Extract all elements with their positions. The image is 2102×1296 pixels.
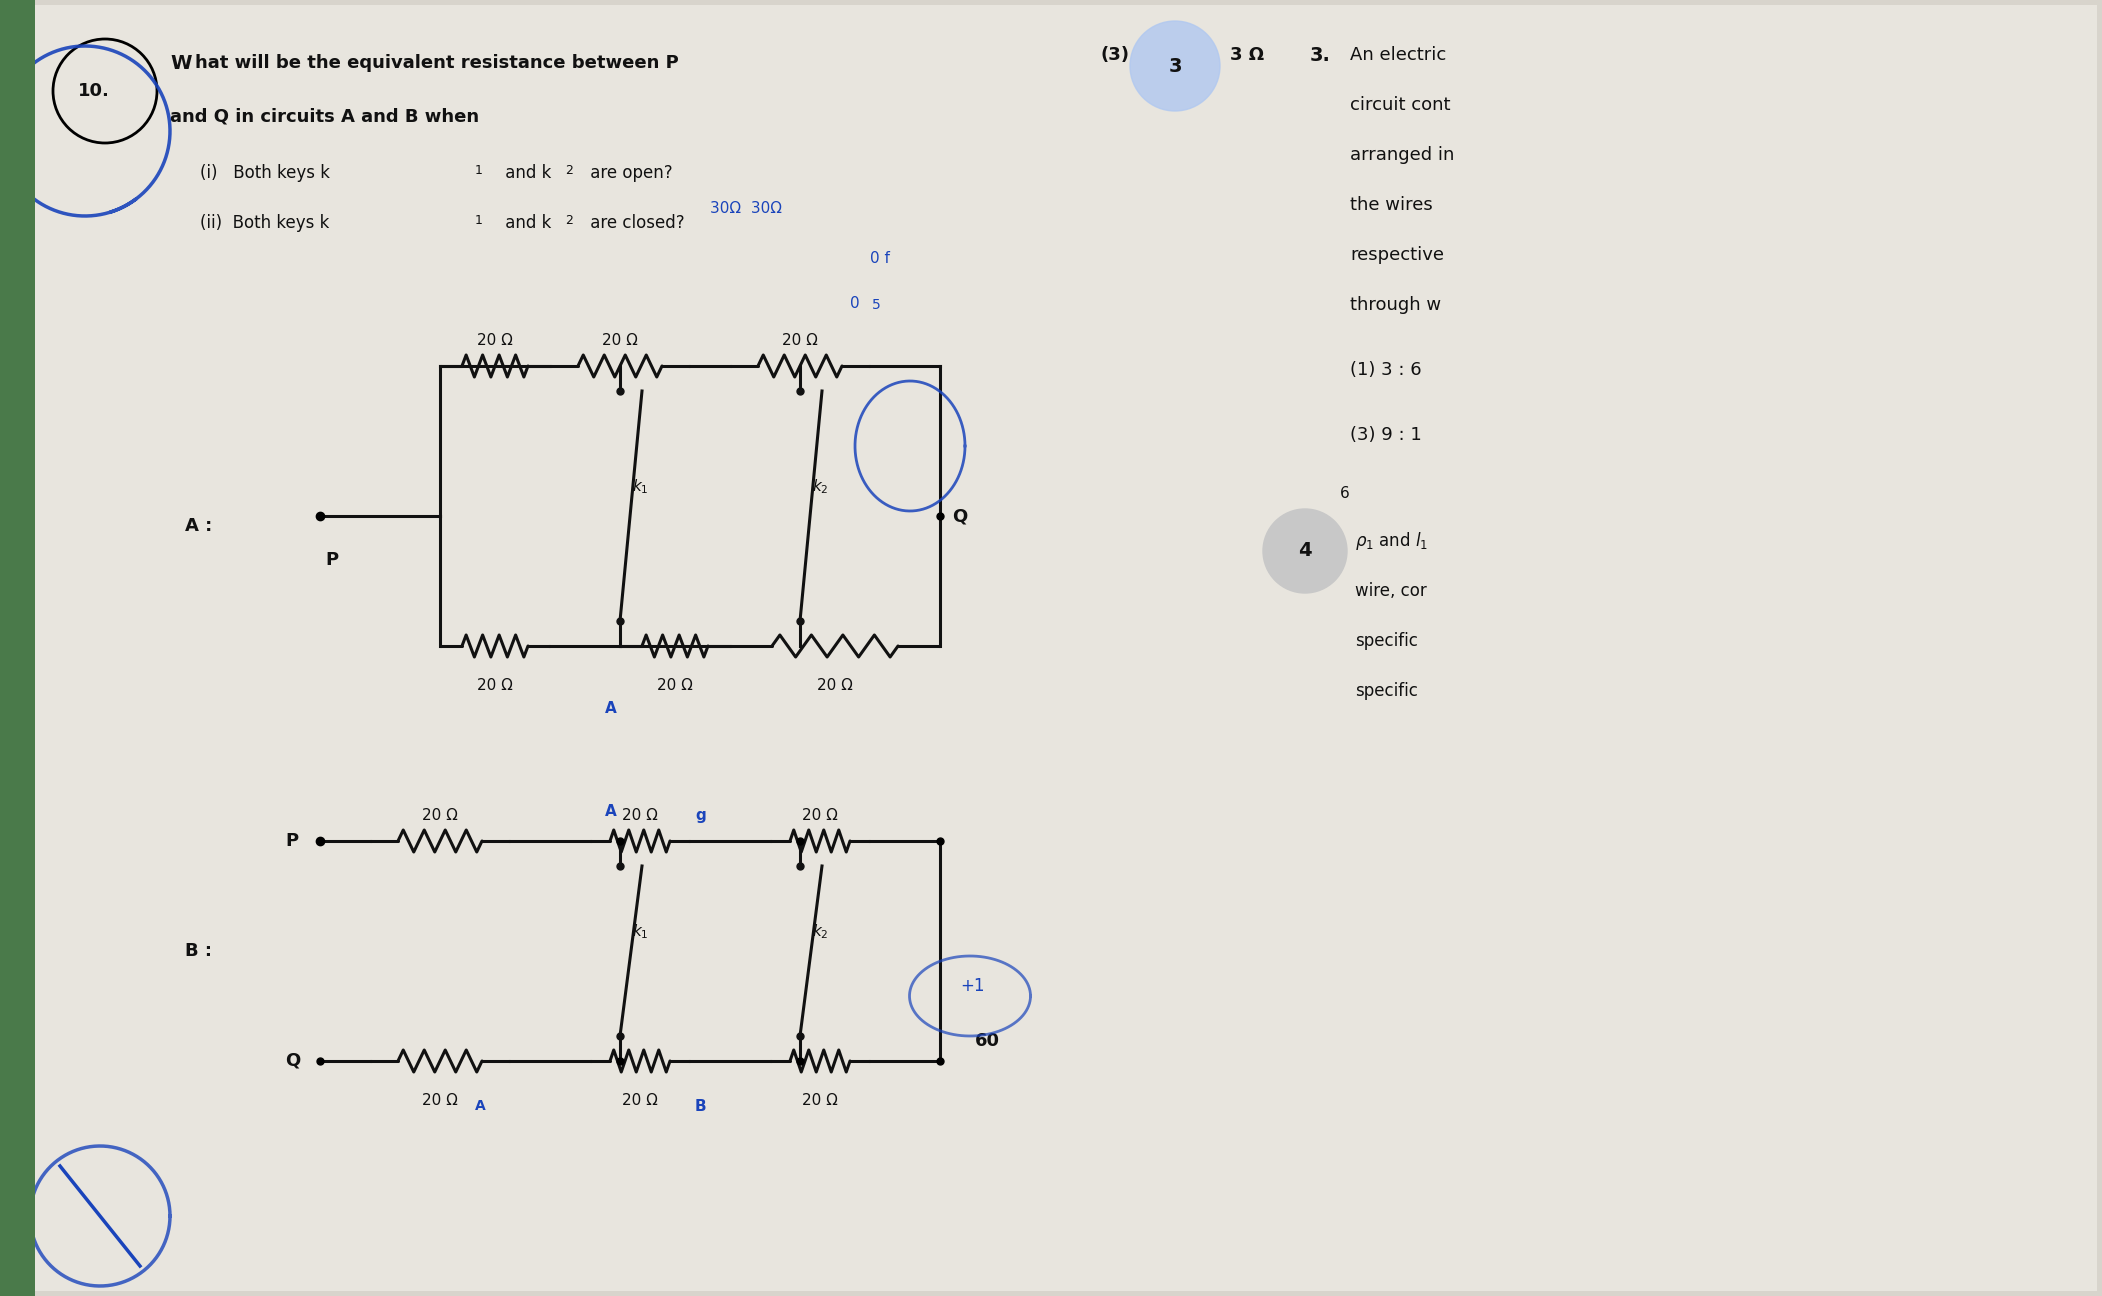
Text: $k_2$: $k_2$ (811, 477, 828, 496)
Circle shape (1131, 21, 1219, 111)
Text: 3.: 3. (1310, 45, 1331, 65)
Text: 3 Ω: 3 Ω (1230, 45, 1263, 64)
Text: respective: respective (1349, 246, 1444, 264)
Text: $\rho_1$ and $l_1$: $\rho_1$ and $l_1$ (1356, 530, 1427, 552)
Text: 20 Ω: 20 Ω (803, 807, 839, 823)
Text: 1: 1 (475, 165, 483, 178)
Text: A: A (475, 1099, 486, 1113)
Text: specific: specific (1356, 632, 1419, 651)
Text: 1: 1 (475, 214, 483, 227)
Text: 6: 6 (1339, 486, 1349, 502)
Text: arranged in: arranged in (1349, 146, 1455, 165)
Text: 0: 0 (849, 295, 860, 311)
Text: 3: 3 (1169, 57, 1181, 75)
Text: A: A (605, 804, 616, 819)
Text: $k_1$: $k_1$ (633, 923, 650, 941)
Text: A :: A : (185, 517, 212, 535)
Text: (3) 9 : 1: (3) 9 : 1 (1349, 426, 1421, 445)
Text: 2: 2 (565, 214, 574, 227)
Text: (i)   Both keys k: (i) Both keys k (200, 165, 330, 181)
Text: circuit cont: circuit cont (1349, 96, 1450, 114)
Text: P: P (326, 551, 338, 569)
Text: $k_1$: $k_1$ (633, 477, 650, 496)
FancyBboxPatch shape (0, 0, 36, 1296)
Text: 20 Ω: 20 Ω (818, 678, 853, 693)
Text: (3): (3) (1099, 45, 1129, 64)
Text: $k_2$: $k_2$ (811, 923, 828, 941)
Text: W: W (170, 54, 191, 73)
Text: wire, cor: wire, cor (1356, 582, 1427, 600)
Text: 20 Ω: 20 Ω (622, 807, 658, 823)
FancyBboxPatch shape (4, 5, 2098, 1291)
Text: 20 Ω: 20 Ω (658, 678, 694, 693)
Text: Q: Q (286, 1052, 301, 1070)
Text: 0 f: 0 f (870, 251, 889, 266)
Text: 30Ω  30Ω: 30Ω 30Ω (710, 201, 782, 216)
Text: P: P (286, 832, 298, 850)
Text: 20 Ω: 20 Ω (477, 333, 513, 349)
Text: 4: 4 (1299, 542, 1312, 560)
Text: and k: and k (500, 214, 551, 232)
Text: 20 Ω: 20 Ω (423, 1093, 458, 1108)
Text: +1: +1 (961, 977, 984, 995)
Text: B: B (696, 1099, 706, 1115)
Text: 2: 2 (565, 165, 574, 178)
Text: 20 Ω: 20 Ω (803, 1093, 839, 1108)
Text: 20 Ω: 20 Ω (622, 1093, 658, 1108)
Text: 5: 5 (872, 298, 881, 312)
Text: g: g (696, 807, 706, 823)
Text: 20 Ω: 20 Ω (601, 333, 637, 349)
Text: 10.: 10. (78, 82, 109, 100)
Text: (1) 3 : 6: (1) 3 : 6 (1349, 362, 1421, 378)
Text: and k: and k (500, 165, 551, 181)
Text: A: A (605, 701, 616, 715)
Text: 20 Ω: 20 Ω (423, 807, 458, 823)
Text: specific: specific (1356, 682, 1419, 700)
Text: An electric: An electric (1349, 45, 1446, 64)
Text: are closed?: are closed? (584, 214, 685, 232)
Text: the wires: the wires (1349, 196, 1434, 214)
Text: Q: Q (952, 507, 967, 525)
Text: 20 Ω: 20 Ω (782, 333, 818, 349)
Text: are open?: are open? (584, 165, 673, 181)
Text: (ii)  Both keys k: (ii) Both keys k (200, 214, 330, 232)
Text: 20 Ω: 20 Ω (477, 678, 513, 693)
Text: 60: 60 (975, 1032, 1001, 1050)
Text: through w: through w (1349, 295, 1442, 314)
Text: hat will be the equivalent resistance between P: hat will be the equivalent resistance be… (195, 54, 679, 73)
Text: and Q in circuits A and B when: and Q in circuits A and B when (170, 108, 479, 126)
Text: B :: B : (185, 942, 212, 960)
Circle shape (1263, 509, 1347, 594)
